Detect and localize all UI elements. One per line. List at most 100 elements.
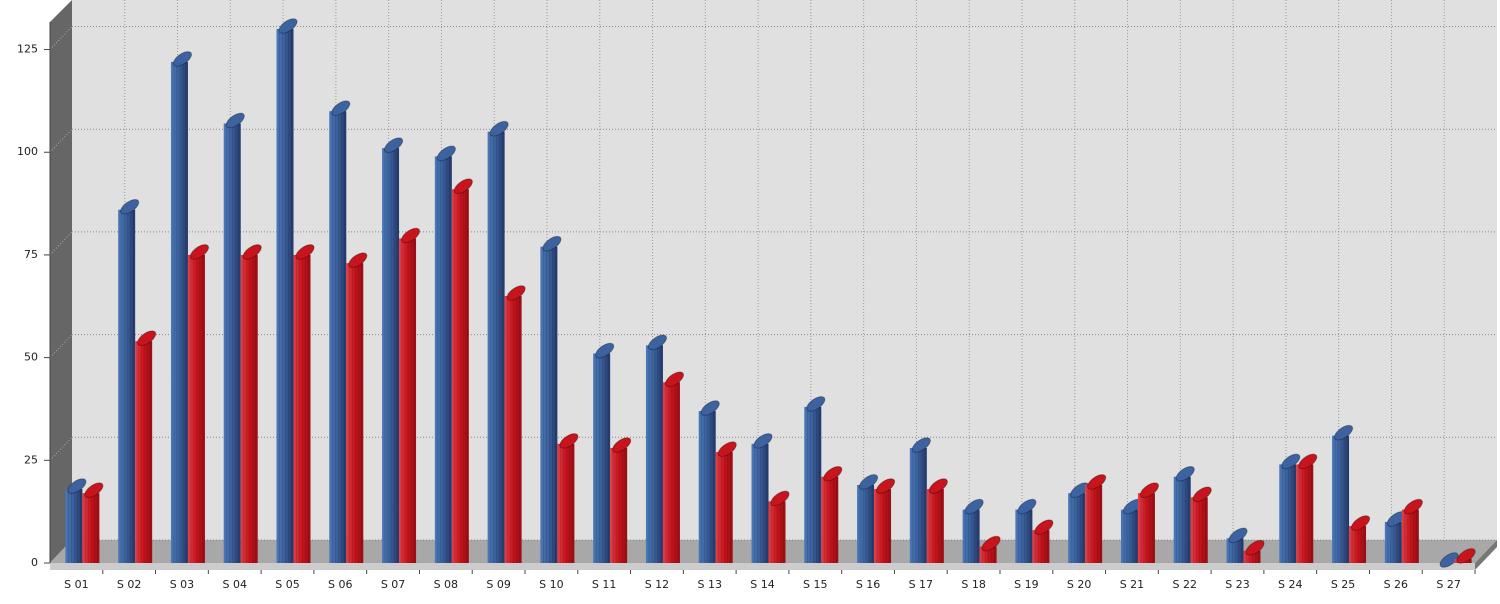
bar-cap: [84, 482, 104, 498]
bar: [1349, 515, 1371, 563]
grid-line: [49, 26, 73, 50]
bar-body: [1401, 509, 1419, 563]
bar-body: [874, 489, 892, 563]
x-tick-label: S 14: [750, 578, 774, 591]
bar-body: [1015, 509, 1033, 563]
x-tick-label: S 10: [539, 578, 563, 591]
bar-body: [399, 238, 417, 563]
x-tick-label: S 08: [434, 578, 458, 591]
bar: [1332, 424, 1354, 563]
bar: [346, 252, 368, 563]
bar: [610, 437, 632, 563]
bar-body: [1085, 484, 1103, 563]
bar-body: [329, 111, 347, 564]
bar-cap: [928, 478, 948, 494]
x-tick-label: S 09: [486, 578, 510, 591]
bar: [1068, 482, 1090, 563]
bar-cap: [1017, 498, 1037, 515]
bar: [1279, 453, 1301, 563]
bar-cap: [964, 498, 984, 515]
bar: [821, 465, 843, 563]
x-tick-label: S 26: [1384, 578, 1408, 591]
bar-cap: [770, 490, 790, 507]
bar-body: [487, 131, 505, 563]
x-tick-label: S 03: [170, 578, 194, 591]
x-tick-label: S 25: [1331, 578, 1355, 591]
bar-body: [593, 353, 611, 563]
bar-cap: [647, 334, 668, 351]
y-tick-label: 25: [24, 453, 38, 466]
bar: [926, 478, 948, 563]
bar-cap: [559, 433, 579, 449]
bar-cap: [700, 400, 720, 416]
bar-cap: [1403, 498, 1423, 515]
bar: [82, 482, 104, 563]
bar-cap: [137, 330, 157, 346]
x-tick-label: S 21: [1120, 578, 1144, 591]
bar-cap: [348, 252, 368, 268]
bar-body: [223, 123, 241, 563]
x-tick-label: S 06: [328, 578, 352, 591]
bar-body: [1296, 464, 1314, 563]
left-wall: [50, 0, 72, 563]
bar-cap: [1439, 552, 1459, 568]
bar-body: [1226, 538, 1244, 563]
bar-cap: [489, 120, 509, 137]
bar-cap: [120, 198, 140, 215]
bar-body: [1190, 497, 1208, 563]
bar-cap: [911, 437, 931, 453]
bar-cap: [1245, 539, 1265, 556]
y-tick-label: 0: [31, 556, 38, 569]
bar: [382, 137, 404, 563]
bar-body: [540, 246, 558, 563]
bar-body: [293, 254, 311, 563]
x-tick-label: S 23: [1225, 578, 1249, 591]
bar: [804, 396, 826, 563]
bar-body: [451, 189, 469, 563]
bar-cap: [823, 465, 843, 482]
bar-body: [962, 509, 980, 563]
bar-body: [768, 501, 786, 563]
bar-cap: [1175, 465, 1195, 482]
y-tick-label: 75: [24, 248, 38, 261]
bar-cap: [436, 145, 456, 162]
bar-cap: [875, 478, 896, 494]
bar: [65, 478, 87, 563]
bar: [487, 120, 509, 563]
bar-cap: [242, 244, 262, 260]
bar: [1085, 474, 1107, 563]
bar-body: [1032, 530, 1050, 563]
bar-body: [645, 345, 663, 563]
bar: [1173, 465, 1195, 563]
x-tick-label: S 15: [803, 578, 827, 591]
bar: [504, 285, 526, 563]
bar-cap: [612, 437, 632, 453]
bar-cap: [1192, 486, 1212, 503]
bar-cap: [67, 478, 87, 494]
bar-body: [1349, 526, 1367, 563]
bar: [593, 342, 615, 563]
x-tick-label: S 07: [381, 578, 405, 591]
bar-body: [821, 476, 839, 563]
bar: [540, 235, 562, 563]
bar-cap: [295, 244, 315, 260]
bar: [962, 498, 984, 563]
bar: [557, 433, 579, 563]
bar: [1401, 498, 1423, 563]
bar: [1137, 482, 1160, 563]
bar: [170, 51, 193, 563]
bar: [399, 227, 421, 563]
grid-line: [49, 334, 73, 358]
bar-cap: [1456, 548, 1476, 564]
bar-cap: [278, 18, 298, 34]
bar-body: [662, 382, 680, 563]
bar-body: [434, 156, 452, 564]
grid-line: [49, 128, 73, 153]
bar-cap: [1034, 519, 1054, 535]
bar: [1015, 498, 1037, 563]
bar: [715, 441, 737, 563]
bar: [240, 244, 262, 563]
bar-cap: [1087, 474, 1107, 490]
bar-body: [926, 489, 944, 563]
bar-cap: [1139, 482, 1160, 498]
